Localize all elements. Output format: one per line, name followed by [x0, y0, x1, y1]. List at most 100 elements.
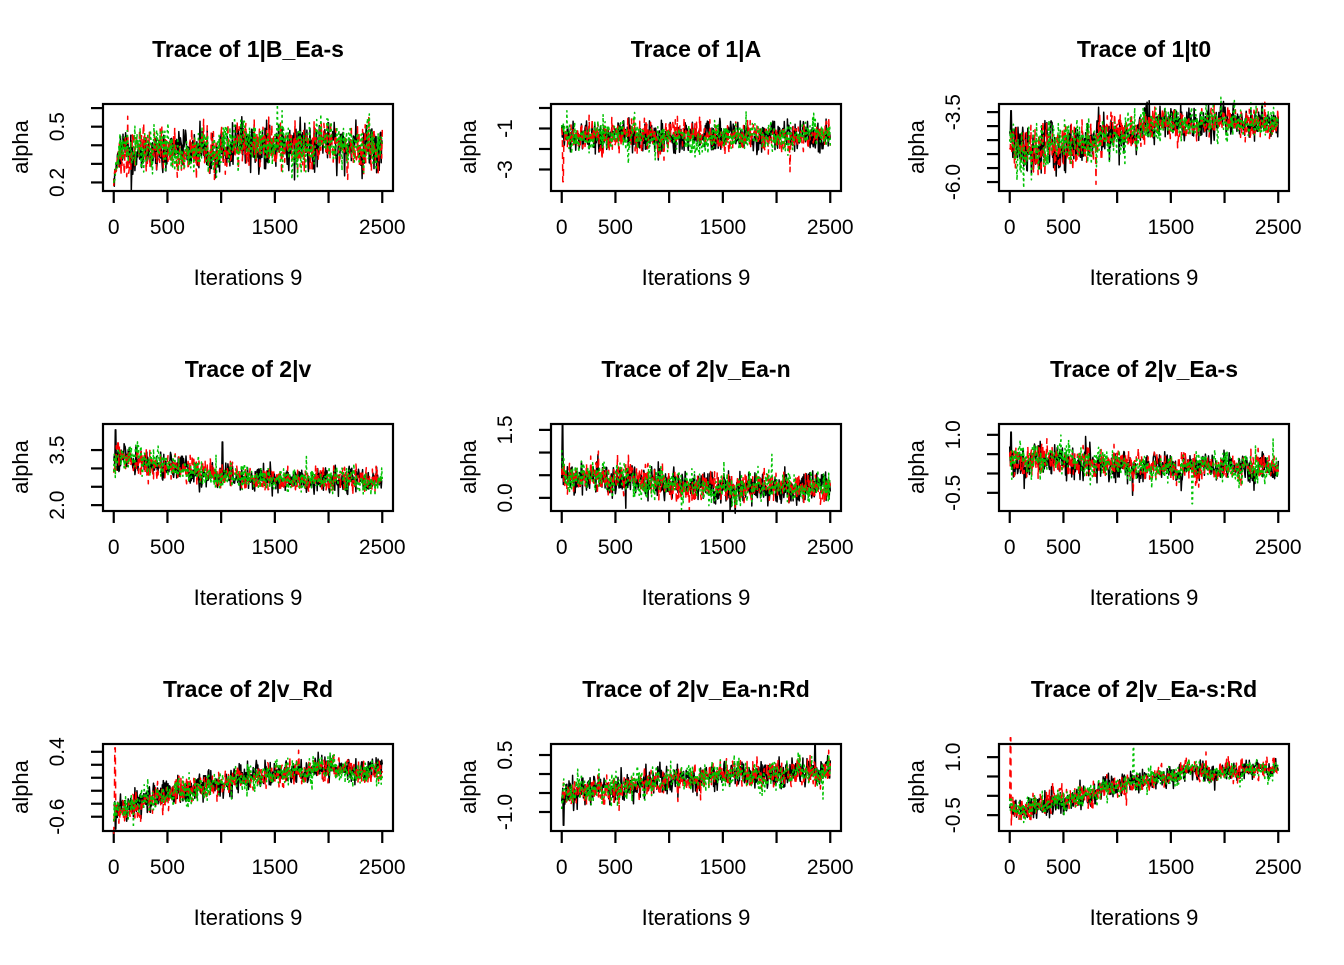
y-axis-label: alpha: [456, 439, 481, 494]
x-tick-label: 500: [598, 216, 633, 239]
trace-plot: Trace of 1|B_Ea-s alpha Iterations 9 0 50…: [8, 36, 406, 290]
trace-chain-3: [112, 103, 384, 184]
x-tick-label: 2500: [359, 216, 406, 239]
plot-box: [997, 742, 1291, 833]
y-tick-label: 3.5: [46, 435, 69, 464]
y-tick-label: -0.5: [942, 797, 965, 833]
y-axis-label: alpha: [904, 119, 929, 174]
plot-box: [101, 742, 395, 833]
x-axis-label: Iterations 9: [642, 905, 751, 930]
trace-chain-1: [113, 751, 384, 830]
x-axis-label: Iterations 9: [642, 585, 751, 610]
trace-plot-cell-5: Trace of 2|v_Ea-n alpha Iterations 9 0 50…: [448, 320, 896, 640]
y-tick-label: 0.0: [494, 483, 517, 512]
x-axis-label: Iterations 9: [194, 265, 303, 290]
plot-title: Trace of 1|A: [631, 36, 761, 62]
x-tick-label: 0: [556, 536, 568, 559]
x-tick-label: 0: [1004, 856, 1016, 879]
plot-box: [101, 102, 395, 193]
x-tick-label: 2500: [1255, 216, 1302, 239]
trace-plot: Trace of 2|v_Ea-n:Rd alpha Iterations 9 …: [456, 676, 854, 930]
trace-lines: [560, 110, 832, 183]
x-tick-label: 0: [108, 536, 120, 559]
trace-plot-cell-3: Trace of 1|t0 alpha Iterations 9 0 500 150…: [896, 0, 1344, 320]
y-tick-label: 0.2: [46, 168, 69, 197]
axes: 0 500 1500 2500 2.0 3.5: [46, 435, 406, 559]
y-axis-label: alpha: [8, 439, 33, 494]
trace-plot-cell-6: Trace of 2|v_Ea-s alpha Iterations 9 0 50…: [896, 320, 1344, 640]
x-tick-label: 0: [108, 856, 120, 879]
trace-plot: Trace of 2|v_Rd alpha Iterations 9 0 500 1…: [8, 676, 406, 930]
trace-plot-cell-7: Trace of 2|v_Rd alpha Iterations 9 0 500 1…: [0, 640, 448, 960]
trace-lines: [560, 424, 832, 515]
plot-title: Trace of 2|v_Ea-n: [601, 356, 790, 382]
plot-box: [549, 422, 843, 513]
x-tick-label: 500: [1046, 216, 1081, 239]
y-tick-label: 1.5: [494, 415, 517, 444]
axes: 0 500 1500 2500 -0.6 0.4: [46, 737, 406, 879]
axes: 0 500 1500 2500 -1.0 0.5: [494, 740, 854, 879]
x-tick-label: 1500: [699, 856, 746, 879]
x-tick-label: 0: [108, 216, 120, 239]
y-axis-label: alpha: [904, 439, 929, 494]
y-tick-label: -0.5: [942, 475, 965, 511]
x-tick-label: 1500: [1147, 856, 1194, 879]
trace-plot: Trace of 2|v_Ea-s alpha Iterations 9 0 50…: [904, 356, 1302, 610]
trace-plot-cell-1: Trace of 1|B_Ea-s alpha Iterations 9 0 50…: [0, 0, 448, 320]
plot-title: Trace of 2|v: [185, 356, 312, 382]
y-axis-label: alpha: [456, 759, 481, 814]
trace-plot: Trace of 2|v_Ea-s:Rd alpha Iterations 9 …: [904, 676, 1302, 930]
y-axis-label: alpha: [904, 759, 929, 814]
plot-title: Trace of 2|v_Ea-n:Rd: [582, 676, 810, 702]
plot-title: Trace of 1|B_Ea-s: [152, 36, 344, 62]
trace-chain-2: [1008, 737, 1280, 827]
x-axis-label: Iterations 9: [642, 265, 751, 290]
plot-title: Trace of 2|v_Ea-s: [1050, 356, 1238, 382]
x-tick-label: 500: [150, 536, 185, 559]
y-tick-label: 0.4: [46, 737, 69, 767]
x-tick-label: 0: [556, 216, 568, 239]
trace-chain-2: [560, 450, 832, 512]
x-tick-label: 0: [1004, 216, 1016, 239]
x-axis-label: Iterations 9: [1090, 905, 1199, 930]
y-tick-label: -3: [494, 160, 517, 179]
y-tick-label: 0.5: [494, 740, 517, 769]
trace-plot-cell-8: Trace of 2|v_Ea-n:Rd alpha Iterations 9 …: [448, 640, 896, 960]
trace-plot-cell-9: Trace of 2|v_Ea-s:Rd alpha Iterations 9 …: [896, 640, 1344, 960]
trace-chain-3: [1009, 434, 1280, 505]
x-tick-label: 1500: [699, 216, 746, 239]
x-tick-label: 500: [1046, 856, 1081, 879]
trace-chain-2: [1008, 437, 1280, 494]
y-tick-label: -1.0: [494, 794, 517, 830]
x-tick-label: 500: [598, 856, 633, 879]
trace-plot: Trace of 2|v_Ea-n alpha Iterations 9 0 50…: [456, 356, 854, 610]
trace-plot: Trace of 1|A alpha Iterations 9 0 500 1500…: [456, 36, 854, 290]
trace-chain-3: [112, 441, 384, 497]
axes: 0 500 1500 2500 -6.0 -3.5: [942, 94, 1302, 239]
x-tick-label: 0: [1004, 536, 1016, 559]
y-tick-label: 1.0: [942, 743, 965, 772]
trace-chain-3: [112, 752, 384, 829]
plot-title: Trace of 1|t0: [1077, 36, 1211, 62]
trace-lines: [112, 429, 384, 498]
axes: 0 500 1500 2500 0.2 0.5: [46, 106, 406, 239]
x-tick-label: 1500: [699, 536, 746, 559]
x-tick-label: 500: [150, 856, 185, 879]
x-tick-label: 500: [598, 536, 633, 559]
trace-chain-3: [1008, 96, 1280, 189]
y-axis-label: alpha: [8, 759, 33, 814]
x-tick-label: 2500: [807, 216, 854, 239]
x-axis-label: Iterations 9: [1090, 585, 1199, 610]
plot-box: [549, 742, 843, 833]
trace-plot: Trace of 1|t0 alpha Iterations 9 0 500 150…: [904, 36, 1302, 290]
plot-title: Trace of 2|v_Ea-s:Rd: [1031, 676, 1257, 702]
axes: 0 500 1500 2500 -0.5 1.0: [942, 743, 1302, 879]
trace-lines: [1008, 431, 1280, 505]
x-tick-label: 1500: [251, 216, 298, 239]
y-tick-label: -1: [494, 119, 517, 138]
trace-lines: [112, 103, 384, 192]
x-tick-label: 1500: [1147, 216, 1194, 239]
x-tick-label: 1500: [1147, 536, 1194, 559]
trace-lines: [1008, 737, 1280, 827]
